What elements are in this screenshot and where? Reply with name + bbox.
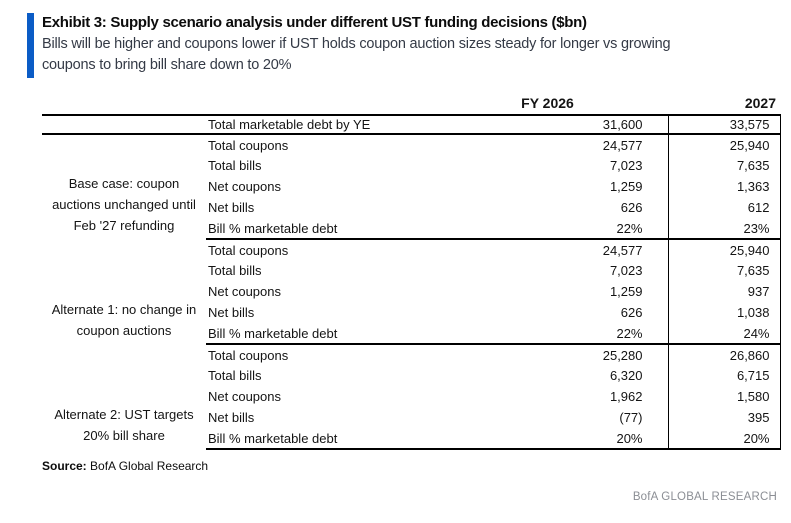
table-row: Total bills 7,023 7,635 [42, 155, 781, 176]
table-row: Alternate 1: no change in coupon auction… [42, 239, 781, 338]
value-fy2026: 25,280 [427, 344, 669, 365]
value-2027: 1,580 [668, 386, 781, 407]
metric-label: Net bills [208, 410, 255, 425]
metric-label: Net coupons [208, 284, 281, 299]
header-spacer-scenario [42, 91, 206, 116]
value-fy2026: 24,577 [427, 134, 669, 155]
table-row: Alternate 2: UST targets 20% bill share … [42, 344, 781, 443]
column-header-fy2026: FY 2026 [427, 91, 668, 116]
supply-scenario-table: FY 2026 2027 Total marketable debt by YE… [42, 91, 781, 450]
header-spacer-metric [206, 91, 427, 116]
value-2027: 20% [668, 428, 781, 450]
section-base-case: Base case: coupon auctions unchanged unt… [42, 134, 781, 240]
value-fy2026: 7,023 [427, 155, 669, 176]
metric-label: Bill % marketable debt [206, 218, 427, 240]
value-2027: 7,635 [668, 155, 781, 176]
metric-label: Net coupons [208, 389, 281, 404]
value-fy2026: 6,320 [427, 365, 669, 386]
metric-label: Total coupons [208, 347, 289, 363]
metric-label: Total bills [208, 368, 262, 383]
value-2027: 7,635 [668, 260, 781, 281]
metric-label: Net coupons [208, 179, 281, 194]
table-row: Net bills 626 1,038 [42, 302, 781, 323]
metric-label: Bill % marketable debt [206, 428, 427, 450]
metric-label: Total bills [208, 263, 262, 278]
table-row: Net coupons 1,962 1,580 [42, 386, 781, 407]
value-fy2026: 626 [427, 197, 669, 218]
table-row: Net coupons 1,259 937 [42, 281, 781, 302]
table-row: Bill % marketable debt 22% 24% [42, 323, 781, 345]
table-row: Net bills (77) 395 [42, 407, 781, 428]
value-2027: 25,940 [668, 239, 781, 260]
metric-label: Bill % marketable debt [206, 323, 427, 345]
scenario-label: Alternate 2: UST targets 20% bill share [54, 407, 194, 443]
table-row: Net coupons 1,259 1,363 [42, 176, 781, 197]
metric-label: Total coupons [208, 137, 289, 153]
value-2027: 33,575 [668, 115, 781, 135]
section-alternate-2: Alternate 2: UST targets 20% bill share … [42, 344, 781, 450]
value-2027: 26,860 [668, 344, 781, 365]
brand-text: BofA GLOBAL RESEARCH [632, 491, 777, 503]
accent-bar [27, 13, 34, 78]
table-row: Base case: coupon auctions unchanged unt… [42, 134, 781, 233]
metric-label: Net bills [208, 200, 255, 215]
scenario-cell-empty [42, 115, 206, 135]
value-2027: 6,715 [668, 365, 781, 386]
scenario-label: Alternate 1: no change in coupon auction… [51, 302, 197, 338]
value-2027: 24% [668, 323, 781, 345]
value-2027: 612 [668, 197, 781, 218]
metric-label: Net bills [208, 305, 255, 320]
column-header-2027: 2027 [668, 91, 780, 116]
value-fy2026: (77) [427, 407, 669, 428]
table-row: Total marketable debt by YE 31,600 33,57… [42, 115, 781, 135]
value-2027: 23% [668, 218, 781, 240]
exhibit-header: Exhibit 3: Supply scenario analysis unde… [0, 0, 791, 78]
value-2027: 25,940 [668, 134, 781, 155]
value-fy2026: 20% [427, 428, 669, 450]
metric-label: Total marketable debt by YE [206, 115, 427, 135]
table-header-row: FY 2026 2027 [42, 91, 780, 116]
section-alternate-1: Alternate 1: no change in coupon auction… [42, 239, 781, 345]
scenario-label: Base case: coupon auctions unchanged unt… [52, 176, 196, 233]
value-fy2026: 7,023 [427, 260, 669, 281]
value-2027: 1,363 [668, 176, 781, 197]
value-fy2026: 1,259 [427, 281, 669, 302]
table-row: Bill % marketable debt 22% 23% [42, 218, 781, 240]
table-row: Net bills 626 612 [42, 197, 781, 218]
source-text: BofA Global Research [86, 459, 209, 473]
value-fy2026: 22% [427, 218, 669, 240]
value-fy2026: 1,259 [427, 176, 669, 197]
value-2027: 395 [668, 407, 781, 428]
source-line: Source: BofA Global Research [42, 459, 791, 473]
source-label: Source: [42, 459, 87, 473]
value-2027: 937 [668, 281, 781, 302]
value-fy2026: 24,577 [427, 239, 669, 260]
exhibit-subtitle: Bills will be higher and coupons lower i… [42, 36, 671, 73]
value-fy2026: 31,600 [427, 115, 669, 135]
value-fy2026: 626 [427, 302, 669, 323]
value-2027: 1,038 [668, 302, 781, 323]
table-row: Total bills 6,320 6,715 [42, 365, 781, 386]
value-fy2026: 1,962 [427, 386, 669, 407]
table-row: Total bills 7,023 7,635 [42, 260, 781, 281]
metric-label: Total bills [208, 158, 262, 173]
value-fy2026: 22% [427, 323, 669, 345]
metric-label: Total coupons [208, 242, 289, 258]
total-debt-row-group: Total marketable debt by YE 31,600 33,57… [42, 115, 781, 135]
exhibit-title: Exhibit 3: Supply scenario analysis unde… [42, 14, 587, 31]
table-row: Bill % marketable debt 20% 20% [42, 428, 781, 450]
